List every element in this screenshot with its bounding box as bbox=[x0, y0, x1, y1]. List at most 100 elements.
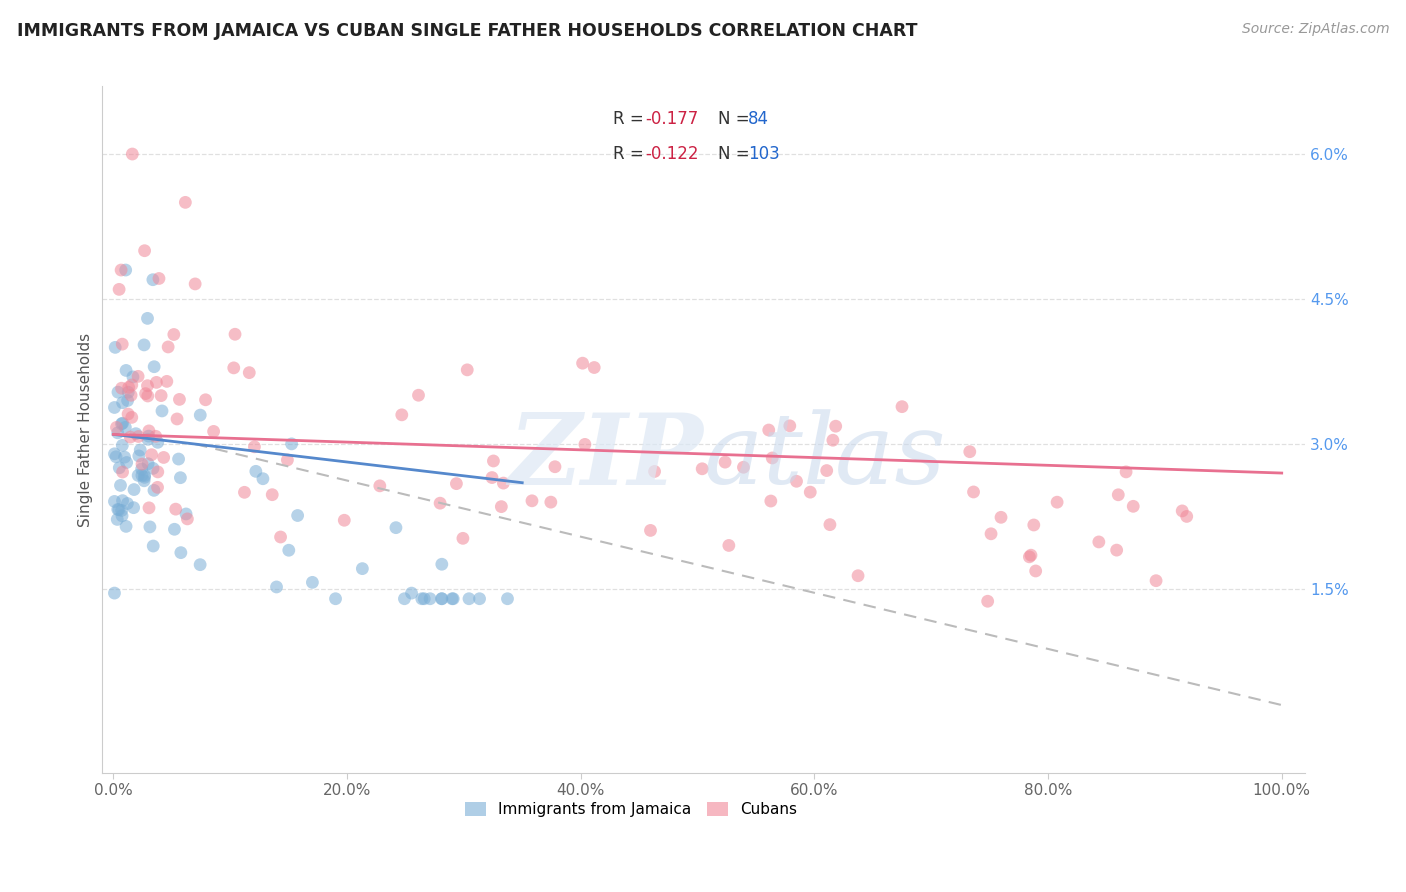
Point bbox=[262, 488, 284, 502]
Point bbox=[103, 494, 125, 508]
Point bbox=[111, 395, 134, 409]
Point bbox=[148, 271, 170, 285]
Point bbox=[962, 485, 984, 500]
Point bbox=[1105, 543, 1128, 558]
Point bbox=[117, 393, 139, 408]
Point bbox=[1088, 535, 1111, 549]
Point bbox=[122, 370, 145, 384]
Point bbox=[717, 538, 740, 552]
Point bbox=[690, 462, 713, 476]
Y-axis label: Single Father Households: Single Father Households bbox=[79, 333, 93, 526]
Point bbox=[138, 500, 160, 515]
Point bbox=[821, 434, 844, 448]
Point bbox=[481, 470, 503, 484]
Point bbox=[111, 465, 134, 479]
Point bbox=[1175, 509, 1198, 524]
Point bbox=[733, 460, 755, 475]
Point bbox=[799, 485, 821, 500]
Point bbox=[544, 459, 567, 474]
Point bbox=[761, 450, 783, 465]
Point bbox=[143, 483, 166, 498]
Point bbox=[131, 457, 153, 471]
Point bbox=[430, 591, 453, 606]
Point bbox=[430, 591, 453, 606]
Point bbox=[976, 594, 998, 608]
Point bbox=[105, 420, 128, 434]
Point bbox=[959, 444, 981, 458]
Point bbox=[441, 591, 464, 606]
Point bbox=[138, 429, 160, 443]
Point bbox=[846, 568, 869, 582]
Text: 103: 103 bbox=[748, 145, 779, 162]
Point bbox=[496, 591, 519, 606]
Point bbox=[108, 460, 131, 475]
Point bbox=[194, 392, 217, 407]
Point bbox=[233, 485, 256, 500]
Point bbox=[111, 337, 134, 351]
Point bbox=[156, 375, 179, 389]
Point bbox=[115, 519, 138, 533]
Point bbox=[1171, 504, 1194, 518]
Point bbox=[114, 450, 136, 464]
Point bbox=[446, 476, 468, 491]
Point bbox=[174, 195, 197, 210]
Point bbox=[105, 512, 128, 526]
Point bbox=[1115, 465, 1137, 479]
Point bbox=[583, 360, 606, 375]
Point bbox=[266, 580, 288, 594]
Point bbox=[132, 338, 155, 352]
Point bbox=[111, 438, 134, 452]
Point bbox=[1019, 548, 1042, 562]
Point bbox=[815, 464, 838, 478]
Point bbox=[134, 244, 156, 258]
Text: 84: 84 bbox=[748, 111, 769, 128]
Point bbox=[441, 591, 464, 606]
Point bbox=[122, 483, 145, 497]
Point bbox=[758, 423, 780, 437]
Point bbox=[165, 502, 187, 516]
Point bbox=[184, 277, 207, 291]
Point bbox=[146, 465, 169, 479]
Point bbox=[276, 453, 298, 467]
Point bbox=[138, 424, 160, 438]
Point bbox=[111, 416, 134, 430]
Point bbox=[121, 378, 143, 392]
Point bbox=[163, 522, 186, 536]
Point bbox=[325, 591, 347, 606]
Point bbox=[571, 356, 593, 370]
Point bbox=[117, 496, 139, 510]
Point bbox=[110, 478, 132, 492]
Point bbox=[640, 524, 662, 538]
Point bbox=[111, 493, 134, 508]
Point bbox=[103, 586, 125, 600]
Text: IMMIGRANTS FROM JAMAICA VS CUBAN SINGLE FATHER HOUSEHOLDS CORRELATION CHART: IMMIGRANTS FROM JAMAICA VS CUBAN SINGLE … bbox=[17, 22, 917, 40]
Point bbox=[129, 443, 152, 458]
Point bbox=[540, 495, 562, 509]
Point bbox=[419, 591, 441, 606]
Point bbox=[145, 376, 167, 390]
Point bbox=[110, 381, 132, 395]
Point bbox=[115, 456, 138, 470]
Point bbox=[413, 591, 436, 606]
Point bbox=[394, 591, 416, 606]
Point bbox=[1025, 564, 1047, 578]
Point bbox=[125, 426, 148, 441]
Point bbox=[352, 561, 374, 575]
Point bbox=[301, 575, 323, 590]
Point bbox=[107, 425, 129, 440]
Point bbox=[110, 417, 132, 431]
Point bbox=[644, 465, 666, 479]
Text: -0.177: -0.177 bbox=[645, 111, 699, 128]
Point bbox=[117, 407, 139, 421]
Point bbox=[105, 450, 128, 464]
Point bbox=[430, 558, 453, 572]
Point bbox=[118, 380, 141, 394]
Point bbox=[114, 263, 136, 277]
Point bbox=[1018, 549, 1040, 564]
Point bbox=[131, 462, 153, 476]
Point bbox=[252, 472, 274, 486]
Point bbox=[368, 479, 391, 493]
Point bbox=[134, 470, 156, 484]
Text: N =: N = bbox=[718, 145, 755, 162]
Point bbox=[243, 440, 266, 454]
